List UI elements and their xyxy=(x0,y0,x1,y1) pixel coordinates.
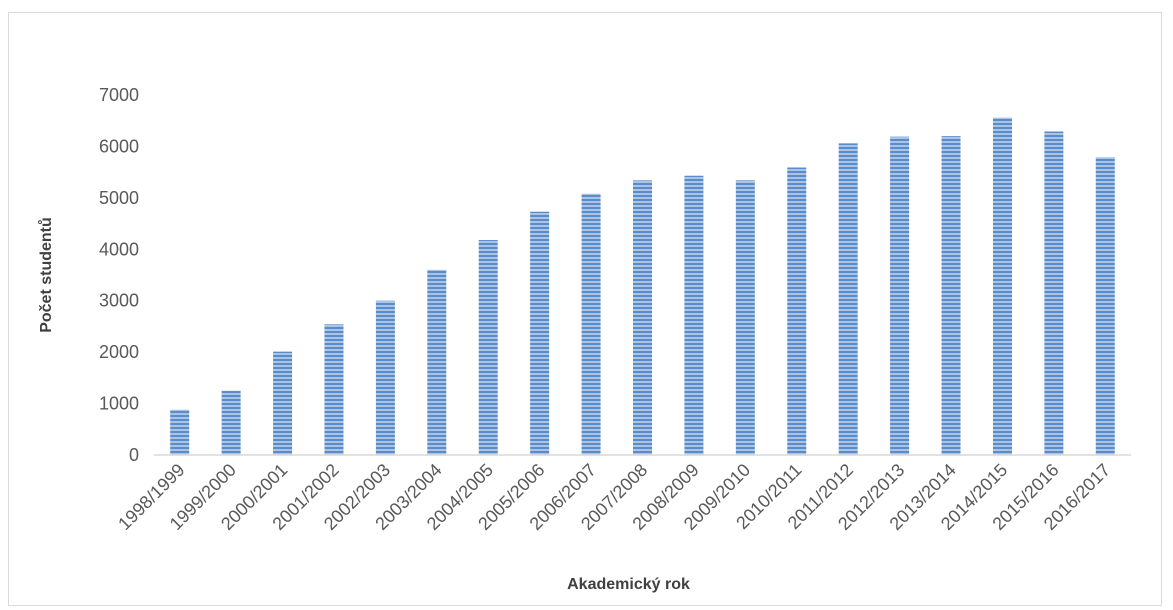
bar xyxy=(838,143,858,456)
y-tick-label: 4000 xyxy=(99,239,139,259)
y-tick-label: 2000 xyxy=(99,342,139,362)
bar xyxy=(221,390,241,455)
bar xyxy=(530,211,550,455)
bar xyxy=(581,193,601,455)
bar xyxy=(375,300,395,455)
bar xyxy=(324,324,344,455)
bar xyxy=(941,136,961,455)
y-tick-label: 0 xyxy=(129,445,139,465)
y-tick-label: 5000 xyxy=(99,188,139,208)
y-tick-label: 3000 xyxy=(99,291,139,311)
y-tick-label: 7000 xyxy=(99,85,139,105)
y-axis-tick-labels: 0 1000 2000 3000 4000 5000 6000 7000 xyxy=(99,85,139,465)
bar xyxy=(1044,131,1064,455)
bar xyxy=(787,167,807,455)
x-axis-title: Akademický rok xyxy=(567,576,690,593)
bar-chart: 0 1000 2000 3000 4000 5000 6000 7000 1998/19991… xyxy=(38,85,1131,593)
bar xyxy=(427,269,447,455)
y-axis-title: Počet studentů xyxy=(38,217,55,333)
bar xyxy=(992,117,1012,455)
bar xyxy=(170,409,190,455)
bars xyxy=(170,117,1115,456)
bar xyxy=(735,180,755,455)
bar xyxy=(478,240,498,455)
chart-frame: 0 1000 2000 3000 4000 5000 6000 7000 1998/1999 1… xyxy=(8,12,1162,606)
x-axis-tick-labels: 1998/19991999/20002000/20012001/20022002… xyxy=(114,460,1114,534)
bar xyxy=(1095,157,1115,455)
y-tick-label: 6000 xyxy=(99,136,139,156)
bar xyxy=(890,136,910,455)
bar xyxy=(684,175,704,455)
bar xyxy=(633,180,652,455)
bar xyxy=(273,351,293,455)
y-tick-label: 1000 xyxy=(99,394,139,414)
